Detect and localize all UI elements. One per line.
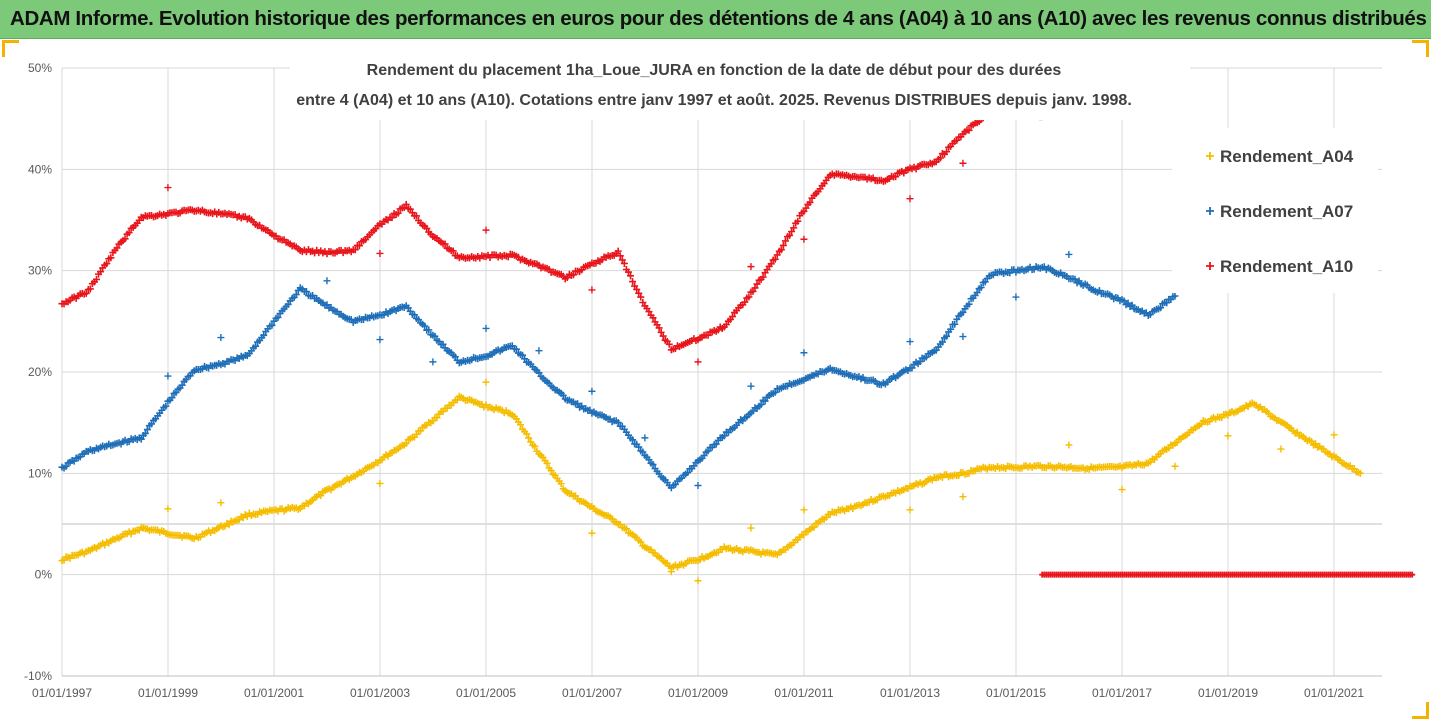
annual-point: [1065, 250, 1073, 258]
annual-point: [1118, 486, 1126, 494]
annual-point: [747, 524, 755, 532]
annual-point: [164, 184, 172, 192]
x-tick-label: 01/01/1999: [138, 686, 198, 700]
annual-point: [535, 347, 543, 355]
legend-label: Rendement_A10: [1220, 257, 1353, 276]
annual-point: [376, 336, 384, 344]
annual-point: [588, 529, 596, 537]
x-tick-label: 01/01/1997: [32, 686, 92, 700]
annual-point: [376, 479, 384, 487]
y-tick-label: 40%: [28, 162, 52, 176]
legend-label: Rendement_A04: [1220, 147, 1354, 166]
annual-point: [906, 338, 914, 346]
annual-point: [1224, 432, 1232, 440]
x-tick-label: 01/01/2009: [668, 686, 728, 700]
x-tick-label: 01/01/2019: [1198, 686, 1258, 700]
annual-point: [694, 577, 702, 585]
legend-label: Rendement_A07: [1220, 202, 1353, 221]
x-tick-label: 01/01/2015: [986, 686, 1046, 700]
annual-point: [641, 434, 649, 442]
banner-title: ADAM Informe. Evolution historique des p…: [10, 7, 1427, 30]
annual-point: [588, 387, 596, 395]
annual-point: [1065, 441, 1073, 449]
y-tick-label: 30%: [28, 264, 52, 278]
chart-title-line-2: entre 4 (A04) et 10 ans (A10). Cotations…: [296, 92, 1132, 109]
chart-series: [58, 108, 1416, 585]
x-tick-label: 01/01/2011: [774, 686, 833, 700]
y-tick-label: 10%: [28, 466, 52, 480]
y-tick-label: 0%: [35, 568, 53, 582]
annual-point: [959, 493, 967, 501]
annual-point: [800, 349, 808, 357]
annual-point: [482, 324, 490, 332]
series-Rendement_A07: [58, 250, 1179, 492]
annual-point: [323, 277, 331, 285]
corner-marker-bottom-right: [1412, 702, 1429, 719]
legend-item-Rendement_A10: Rendement_A10: [1206, 257, 1353, 276]
annual-point: [800, 235, 808, 243]
annual-point: [1330, 431, 1338, 439]
x-tick-label: 01/01/2001: [244, 686, 304, 700]
annual-point: [959, 333, 967, 341]
title-banner: ADAM Informe. Evolution historique des p…: [0, 0, 1431, 39]
annual-point: [906, 506, 914, 514]
annual-point: [959, 159, 967, 167]
legend-item-Rendement_A04: Rendement_A04: [1206, 147, 1354, 166]
chart-title-line-1: Rendement du placement 1ha_Loue_JURA en …: [367, 62, 1062, 79]
y-axis-labels: 50% 40% 30% 20% 10% 0% -10%: [24, 61, 52, 683]
annual-point: [482, 226, 490, 234]
annual-point: [1171, 462, 1179, 470]
annual-point: [217, 499, 225, 507]
annual-point: [1277, 445, 1285, 453]
y-tick-label: 20%: [28, 365, 52, 379]
annual-point: [747, 263, 755, 271]
annual-point: [429, 358, 437, 366]
chart-legend: Rendement_A04 Rendement_A07 Rendement_A10: [1172, 128, 1378, 293]
y-tick-label: 50%: [28, 61, 52, 75]
x-tick-label: 01/01/2003: [350, 686, 410, 700]
corner-marker-top-right: [1412, 40, 1429, 57]
annual-point: [667, 568, 675, 576]
annual-point: [694, 358, 702, 366]
annual-point: [164, 505, 172, 513]
corner-marker-top-left: [2, 40, 19, 57]
annual-point: [217, 334, 225, 342]
annual-point: [164, 372, 172, 380]
annual-point: [1012, 293, 1020, 301]
annual-point: [376, 249, 384, 257]
annual-point: [747, 382, 755, 390]
x-tick-label: 01/01/2013: [880, 686, 940, 700]
annual-point: [588, 286, 596, 294]
series-Rendement_A04: [58, 378, 1364, 585]
x-tick-label: 01/01/2007: [562, 686, 622, 700]
x-tick-label: 01/01/2005: [456, 686, 516, 700]
annual-point: [800, 506, 808, 514]
y-tick-label: -10%: [24, 669, 52, 683]
legend-item-Rendement_A07: Rendement_A07: [1206, 202, 1353, 221]
x-tick-label: 01/01/2021: [1304, 686, 1364, 700]
annual-point: [482, 378, 490, 386]
annual-point: [906, 195, 914, 203]
chart-title-background: [290, 52, 1190, 120]
x-axis-labels: 01/01/1997 01/01/1999 01/01/2001 01/01/2003…: [32, 686, 1364, 700]
annual-point: [694, 481, 702, 489]
x-tick-label: 01/01/2017: [1092, 686, 1152, 700]
